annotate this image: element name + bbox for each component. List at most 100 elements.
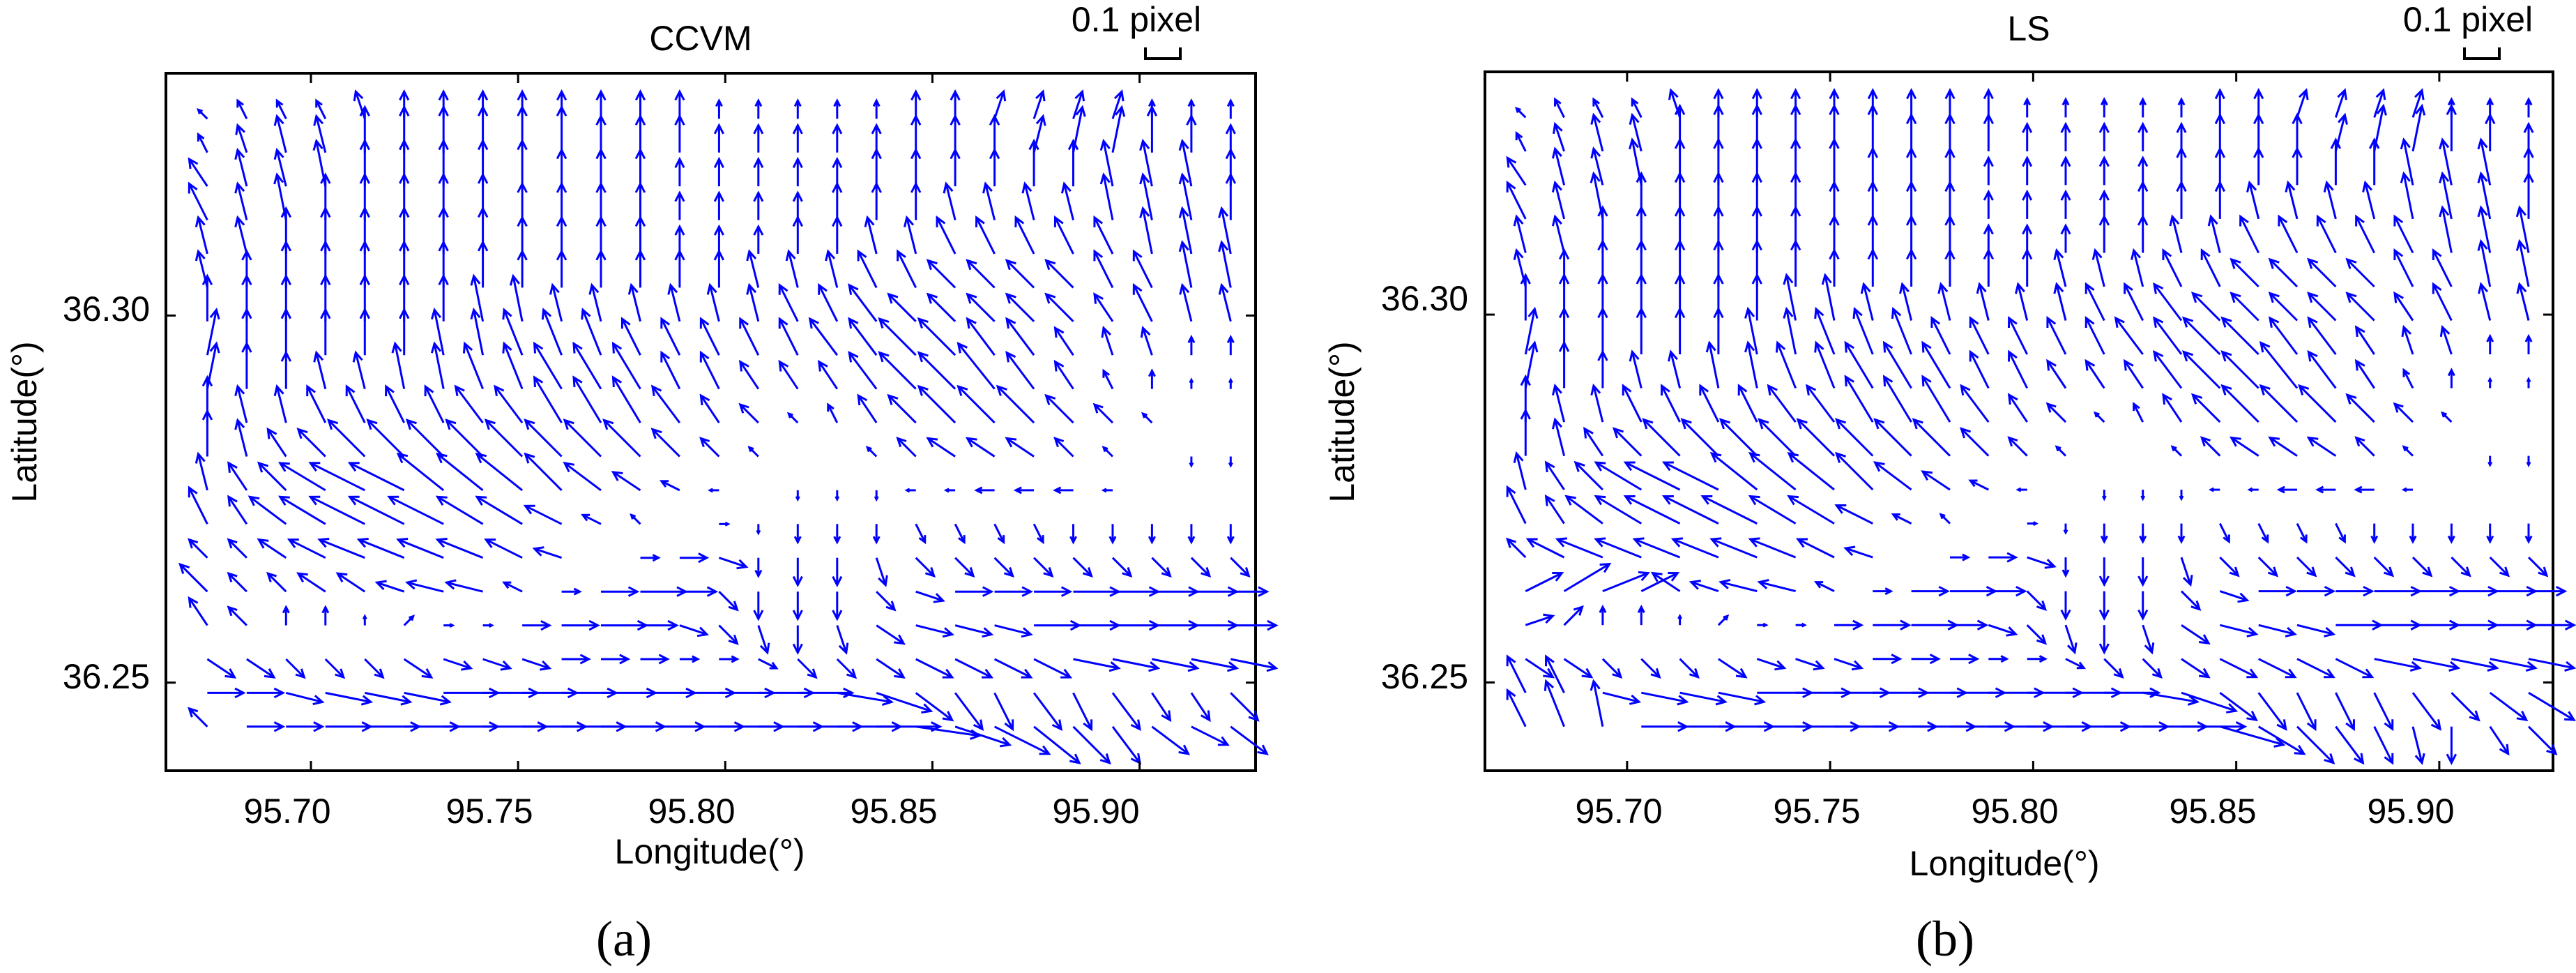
vector-arrow [273, 384, 287, 423]
vector-arrow [2296, 624, 2336, 638]
vector-head [227, 495, 238, 507]
vector-head [2439, 205, 2450, 218]
vector-arrow [2432, 248, 2453, 287]
vector-shaft [2518, 207, 2530, 253]
vector-head [2414, 753, 2425, 765]
vector-shaft [1583, 428, 1604, 457]
vector-head [1035, 114, 1046, 126]
vector-shaft [1072, 91, 1083, 119]
vector-arrow [2139, 523, 2147, 544]
vector-arrow [404, 691, 452, 706]
vector-shaft [1845, 547, 1873, 559]
vector-head [1226, 536, 1235, 545]
vector-arrow [424, 384, 445, 423]
vector-arrow [2354, 485, 2375, 494]
vector-shaft [2181, 624, 2209, 644]
vector-arrow [2257, 522, 2269, 544]
vector-head [1834, 451, 1847, 463]
vector-arrow [857, 393, 878, 423]
vector-arrow [659, 480, 680, 492]
vector-shaft [954, 557, 975, 577]
vector-shaft [2239, 216, 2260, 254]
vector-head [188, 157, 199, 169]
vector-arrow [2209, 487, 2220, 492]
vector-arrow [1679, 658, 1700, 679]
vector-head [1226, 98, 1235, 107]
vector-shaft [2085, 283, 2105, 322]
vector-shaft [236, 420, 248, 457]
vector-shaft [1643, 418, 1681, 457]
vector-shaft [1554, 149, 1566, 186]
vector-arrow [1911, 654, 1941, 665]
vector-head [924, 567, 936, 578]
vector-arrow [502, 341, 524, 390]
vector-arrow [1744, 340, 1758, 389]
vector-head [2046, 359, 2057, 371]
vector-head [470, 273, 481, 286]
vector-arrow [674, 156, 685, 187]
vector-head [579, 654, 591, 665]
vector-arrow [502, 308, 524, 356]
vector-head [1960, 384, 1971, 396]
vector-head [964, 567, 975, 578]
vector-arrow [836, 625, 849, 655]
vector-arrow [2098, 557, 2110, 587]
vector-head [1581, 667, 1594, 679]
vector-shaft [485, 419, 524, 458]
vector-arrow [792, 557, 803, 587]
vector-shaft [1815, 581, 1835, 592]
vector-shaft [848, 318, 878, 356]
vector-arrow [1044, 292, 1074, 322]
vector-head [352, 350, 363, 363]
vector-head [313, 721, 325, 732]
vector-arrow [1226, 98, 1235, 119]
vector-shaft [897, 250, 917, 289]
vector-arrow [2098, 121, 2110, 151]
vector-head [2225, 703, 2239, 714]
vector-shaft [630, 285, 641, 322]
vector-arrow [454, 384, 484, 423]
vector-head [1218, 282, 1229, 295]
vector-head [872, 98, 881, 107]
vector-shaft [2026, 590, 2046, 610]
vector-arrow [825, 249, 839, 288]
vector-shaft [1595, 538, 1642, 559]
vector-shaft [1595, 461, 1643, 491]
vector-head [1200, 710, 1211, 723]
vector-head [296, 572, 308, 583]
vector-arrow [965, 437, 996, 458]
vector-arrow [2162, 393, 2183, 423]
vector-head [282, 605, 290, 614]
vector-head [965, 437, 977, 448]
vector-shaft [1181, 285, 1193, 322]
vector-arrow [1629, 137, 1643, 186]
vector-head [652, 554, 661, 562]
vector-arrow [1544, 460, 1565, 490]
vector-arrow [1642, 418, 1681, 457]
vector-shaft [1141, 327, 1153, 356]
vector-shaft [1220, 285, 1232, 322]
vector-arrow [2269, 316, 2299, 355]
vector-arrow [2008, 316, 2029, 355]
vector-head [843, 687, 855, 699]
vector-head [795, 496, 800, 502]
vector-arrow [462, 341, 484, 390]
vector-head [2345, 257, 2357, 269]
vector-arrow [1053, 215, 1074, 255]
vector-head [188, 181, 198, 194]
vector-arrow [2373, 692, 2394, 732]
vector-head [2460, 566, 2471, 578]
vector-arrow [2200, 436, 2221, 457]
vector-arrow [246, 721, 286, 732]
vector-arrow [2370, 523, 2379, 544]
vector-arrow [785, 249, 799, 288]
vector-head [1067, 138, 1079, 151]
vector-shaft [915, 523, 927, 543]
vector-head [1638, 571, 1650, 582]
vector-arrow [2015, 487, 2027, 492]
vector-head [2447, 97, 2455, 106]
vector-shaft [876, 591, 896, 611]
vector-arrow [2412, 658, 2461, 672]
vector-head [188, 707, 199, 718]
vector-head [2393, 248, 2404, 261]
